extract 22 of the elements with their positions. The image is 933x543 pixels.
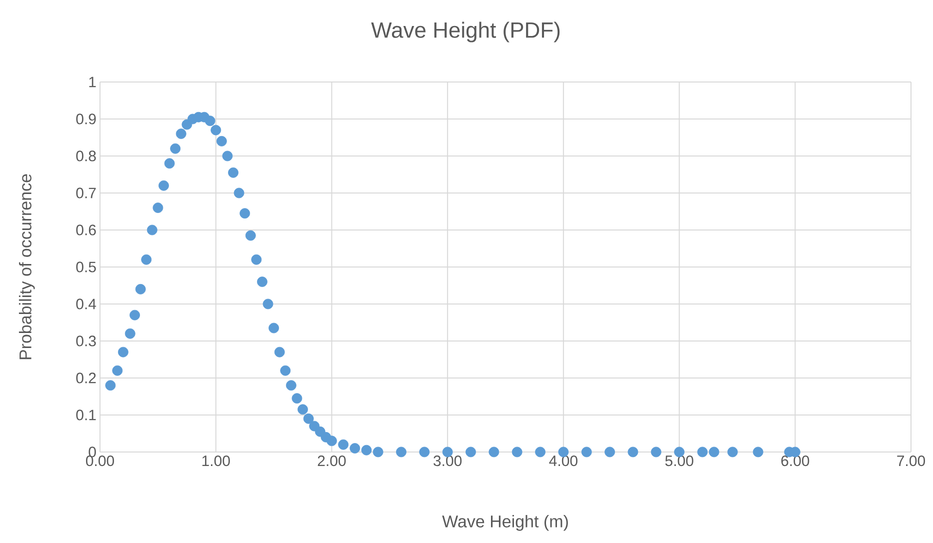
y-tick-label: 0.1 [76,410,96,420]
y-tick-label: 0.8 [76,150,96,162]
chart-title: Wave Height (PDF) [371,22,560,42]
y-tick-label: 1 [89,76,96,88]
y-tick-label: 0.5 [76,262,96,272]
x-tick-label: 0.00 [86,456,114,466]
y-tick-label: 0.6 [76,224,96,236]
x-tick-label: 6.00 [781,456,810,466]
y-tick-label: 0.2 [76,372,96,384]
y-tick-label: 0 [88,446,96,458]
x-tick-label: 3.00 [434,456,462,466]
x-tick-label: 4.00 [549,456,578,466]
y-axis-title: Probability of occurrence [18,174,35,360]
x-axis-title: Wave Height (m) [442,514,568,531]
y-tick-label: 0.9 [76,114,96,124]
x-tick-label: 5.00 [665,456,694,466]
x-tick-label: 2.00 [318,456,346,466]
y-tick-label: 0.7 [76,188,96,198]
x-tick-label: 7.00 [897,456,926,466]
y-tick-label: 0.4 [76,298,96,310]
y-tick-label: 0.3 [76,336,96,346]
x-tick-label: 1.00 [202,456,230,466]
